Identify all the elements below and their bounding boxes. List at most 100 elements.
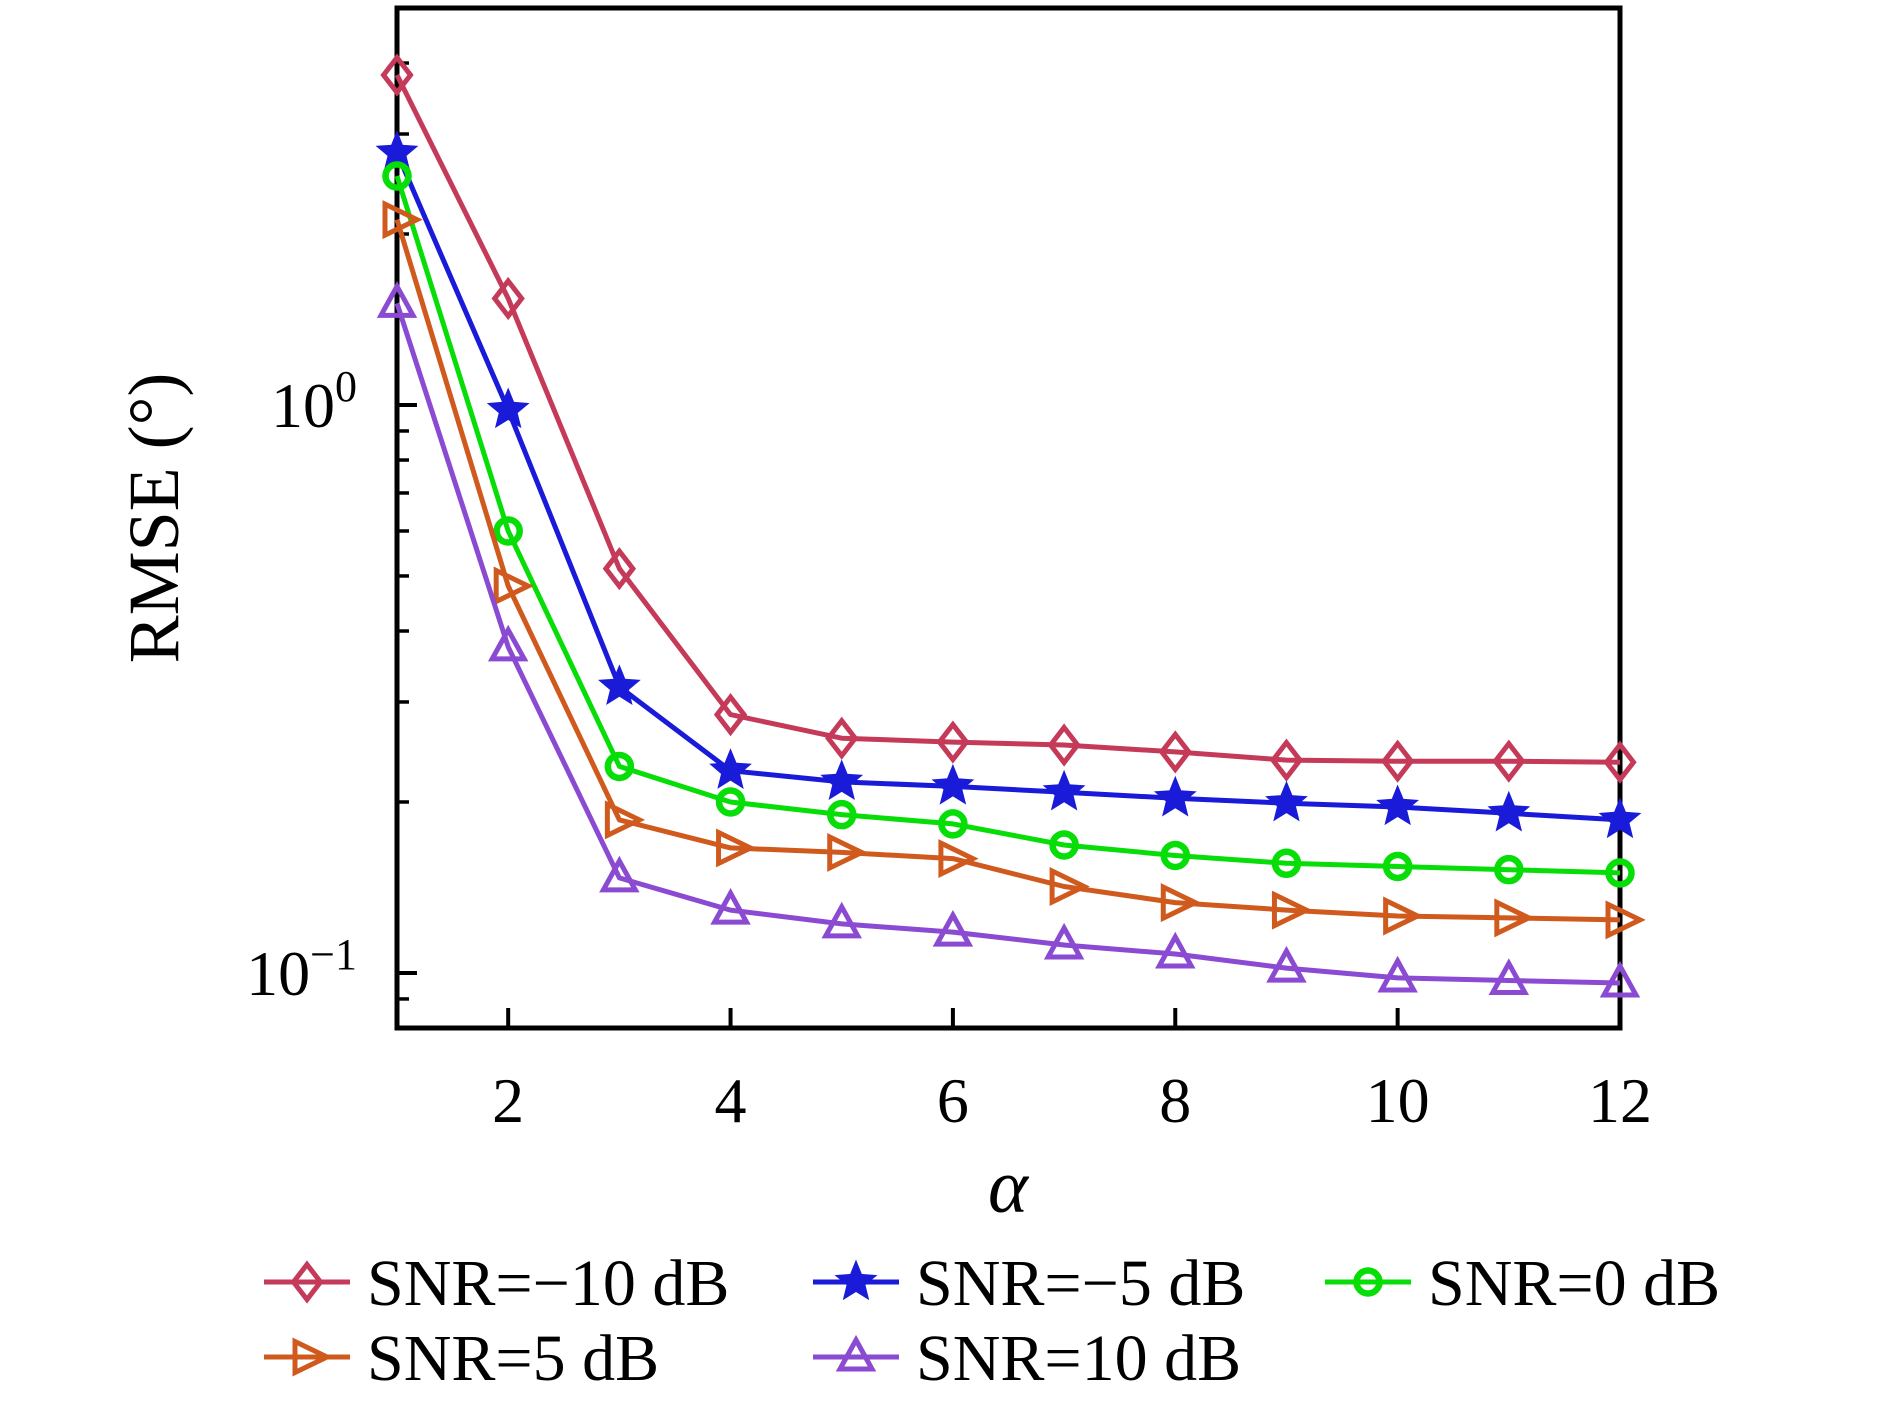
series-marker-snr-5-db [1383,896,1424,936]
series-marker-snr-0-db [1160,840,1191,871]
series-marker-snr-5-db [716,828,757,868]
legend-item-snr-minus-10-db: SNR=−10 dB [264,1247,729,1320]
series-marker-snr-minus-10-db [1380,739,1415,783]
series-marker-snr-minus-5-db [1265,780,1308,822]
series-marker-snr-5-db [604,800,646,840]
y-axis-label: RMSE (°) [114,373,194,664]
series-marker-snr-minus-5-db [1598,797,1642,839]
series-marker-snr-minus-5-db [820,759,864,801]
legend-marker-snr-0-db [1353,1267,1383,1297]
series-marker-snr-0-db [715,787,746,817]
series-marker-snr-minus-10-db [1269,738,1304,782]
series-line-snr-minus-10-db [394,73,1621,765]
series-marker-snr-5-db [827,832,868,872]
series-marker-snr-10-db [1155,931,1196,969]
series-snr-10-db [376,281,1641,998]
series-snr-5-db [382,200,1646,940]
series-marker-snr-0-db [1271,848,1302,879]
series-marker-snr-minus-5-db [1153,775,1197,817]
series-marker-snr-5-db [1271,890,1313,930]
series-marker-snr-10-db [1377,955,1418,993]
series-marker-snr-minus-10-db [491,276,525,321]
legend-marker-snr-5-db [292,1337,333,1377]
series-marker-snr-5-db [938,839,979,879]
legend-label-snr-10-db: SNR=10 dB [916,1322,1241,1395]
series-marker-snr-minus-5-db [1042,769,1086,811]
x-tick-label: 6 [937,1065,969,1136]
series-marker-snr-10-db [376,281,418,318]
series-marker-snr-10-db [932,909,974,947]
series-marker-snr-10-db [1043,922,1085,960]
series-marker-snr-minus-5-db [375,130,419,172]
series-marker-snr-minus-5-db [486,387,530,429]
series-marker-snr-0-db [826,799,857,830]
legend-label-snr-minus-10-db: SNR=−10 dB [367,1247,729,1320]
series-marker-snr-5-db [382,200,423,240]
series-marker-snr-10-db [710,887,751,925]
series-marker-snr-10-db [1488,958,1530,995]
series-marker-snr-0-db [493,516,523,546]
series-marker-snr-10-db [1599,960,1641,998]
series-marker-snr-minus-5-db [598,664,641,706]
x-tick-label: 4 [715,1065,747,1136]
series-marker-snr-0-db [1494,854,1524,885]
series-marker-snr-0-db [1382,851,1413,882]
series-snr-minus-10-db [380,53,1637,784]
plot-border [394,5,1623,1031]
legend: SNR=−10 dB SNR=−5 dB SNR=0 dB SNR=5 dB SNR=1… [264,1247,1720,1395]
series-line-snr-0-db [394,175,1621,876]
series-marker-snr-minus-10-db [1492,739,1526,783]
plot-layer: 2 4 6 8 10 12 100 10−1 [246,5,1652,1136]
series-marker-snr-minus-10-db [602,547,637,591]
legend-item-snr-minus-5-db: SNR=−5 dB [813,1247,1245,1320]
series-marker-snr-minus-5-db [1487,790,1531,832]
series-marker-snr-10-db [1266,945,1307,983]
series-marker-snr-5-db [1160,883,1202,923]
series-marker-snr-0-db [604,751,635,782]
series-marker-snr-10-db [599,855,640,893]
series-marker-snr-0-db [382,161,412,191]
x-tick-label: 8 [1159,1065,1191,1136]
legend-label-snr-0-db: SNR=0 dB [1428,1247,1720,1320]
series-marker-snr-minus-10-db [1158,730,1192,774]
series-marker-snr-minus-10-db [936,720,970,764]
x-tick-label: 2 [492,1065,524,1136]
legend-marker-snr-minus-10-db [290,1260,324,1304]
series-marker-snr-0-db [1605,858,1635,888]
series-marker-snr-0-db [1049,830,1079,860]
series-snr-0-db [382,161,1635,888]
series-line-snr-minus-5-db [394,151,1621,823]
series-marker-snr-5-db [1494,898,1535,938]
x-tick-label: 10 [1366,1065,1430,1136]
series-snr-minus-5-db [375,130,1642,839]
series-marker-snr-minus-10-db [1603,740,1637,784]
legend-marker-snr-10-db [835,1334,877,1372]
series-marker-snr-minus-5-db [931,763,975,805]
series-marker-snr-minus-5-db [1376,784,1419,826]
x-tick-label: 12 [1588,1065,1652,1136]
series-marker-snr-0-db [938,809,968,839]
legend-label-snr-minus-5-db: SNR=−5 dB [916,1247,1245,1320]
y-tick-label: 10−1 [246,930,357,1009]
series-marker-snr-5-db [1049,866,1090,906]
series-marker-snr-minus-5-db [709,748,752,789]
series-marker-snr-5-db [493,566,534,606]
legend-marker-snr-minus-5-db [834,1259,878,1301]
legend-item-snr-5-db: SNR=5 dB [264,1322,659,1395]
series-line-snr-5-db [394,218,1621,923]
series-marker-snr-5-db [1605,900,1646,940]
series-marker-snr-minus-10-db [825,716,859,760]
series-line-snr-10-db [394,302,1621,986]
x-axis-label: α [988,1145,1030,1229]
series-marker-snr-10-db [821,901,862,939]
series-marker-snr-minus-10-db [380,53,414,97]
series-marker-snr-minus-10-db [1047,723,1081,767]
series-marker-snr-10-db [487,624,529,662]
y-tick-label: 100 [271,362,357,441]
legend-item-snr-0-db: SNR=0 dB [1325,1247,1720,1320]
legend-label-snr-5-db: SNR=5 dB [367,1322,659,1395]
legend-item-snr-10-db: SNR=10 dB [813,1322,1241,1395]
series-marker-snr-minus-10-db [713,693,748,737]
